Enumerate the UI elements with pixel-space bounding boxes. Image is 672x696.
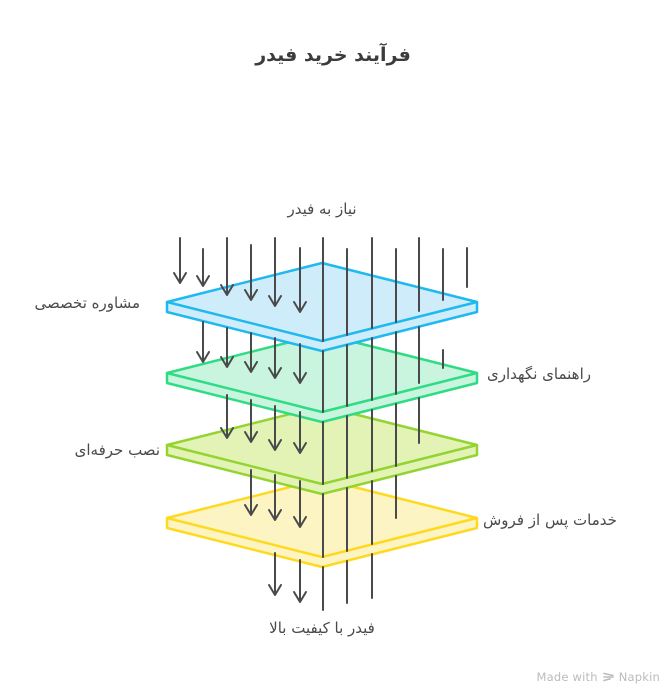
napkin-logo-icon xyxy=(602,671,615,683)
layer-label-2: راهنمای نگهداری xyxy=(487,365,591,383)
output-label: فیدر با کیفیت بالا xyxy=(269,619,375,637)
layer-label-1: مشاوره تخصصی xyxy=(34,294,140,312)
layer-label-4: خدمات پس از فروش xyxy=(483,511,617,529)
credit-prefix: Made with xyxy=(536,670,598,684)
diagram-title: فرآیند خرید فیدر xyxy=(255,44,411,66)
layer-label-3: نصب حرفه‌ای xyxy=(74,441,160,459)
input-label: نیاز به فیدر xyxy=(287,200,357,218)
napkin-credit: Made with Napkin xyxy=(537,670,661,684)
brand-name: Napkin xyxy=(618,670,660,684)
